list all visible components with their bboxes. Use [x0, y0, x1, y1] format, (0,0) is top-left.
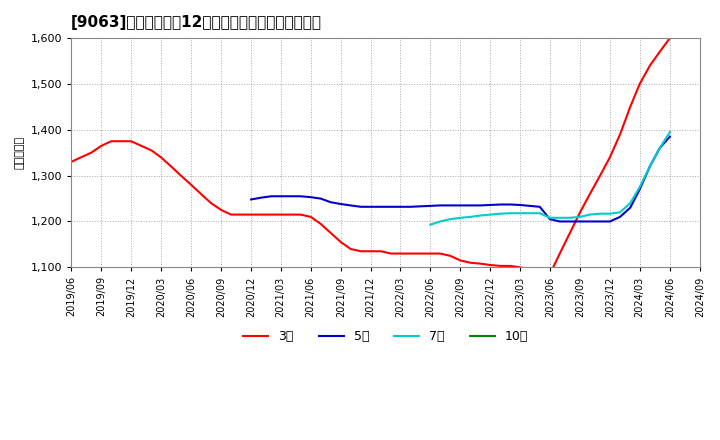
- Legend: 3年, 5年, 7年, 10年: 3年, 5年, 7年, 10年: [238, 325, 533, 348]
- Y-axis label: （百万円）: （百万円）: [15, 136, 25, 169]
- Text: [9063]　当期純利益12か月移動合計の平均値の推移: [9063] 当期純利益12か月移動合計の平均値の推移: [71, 15, 323, 30]
